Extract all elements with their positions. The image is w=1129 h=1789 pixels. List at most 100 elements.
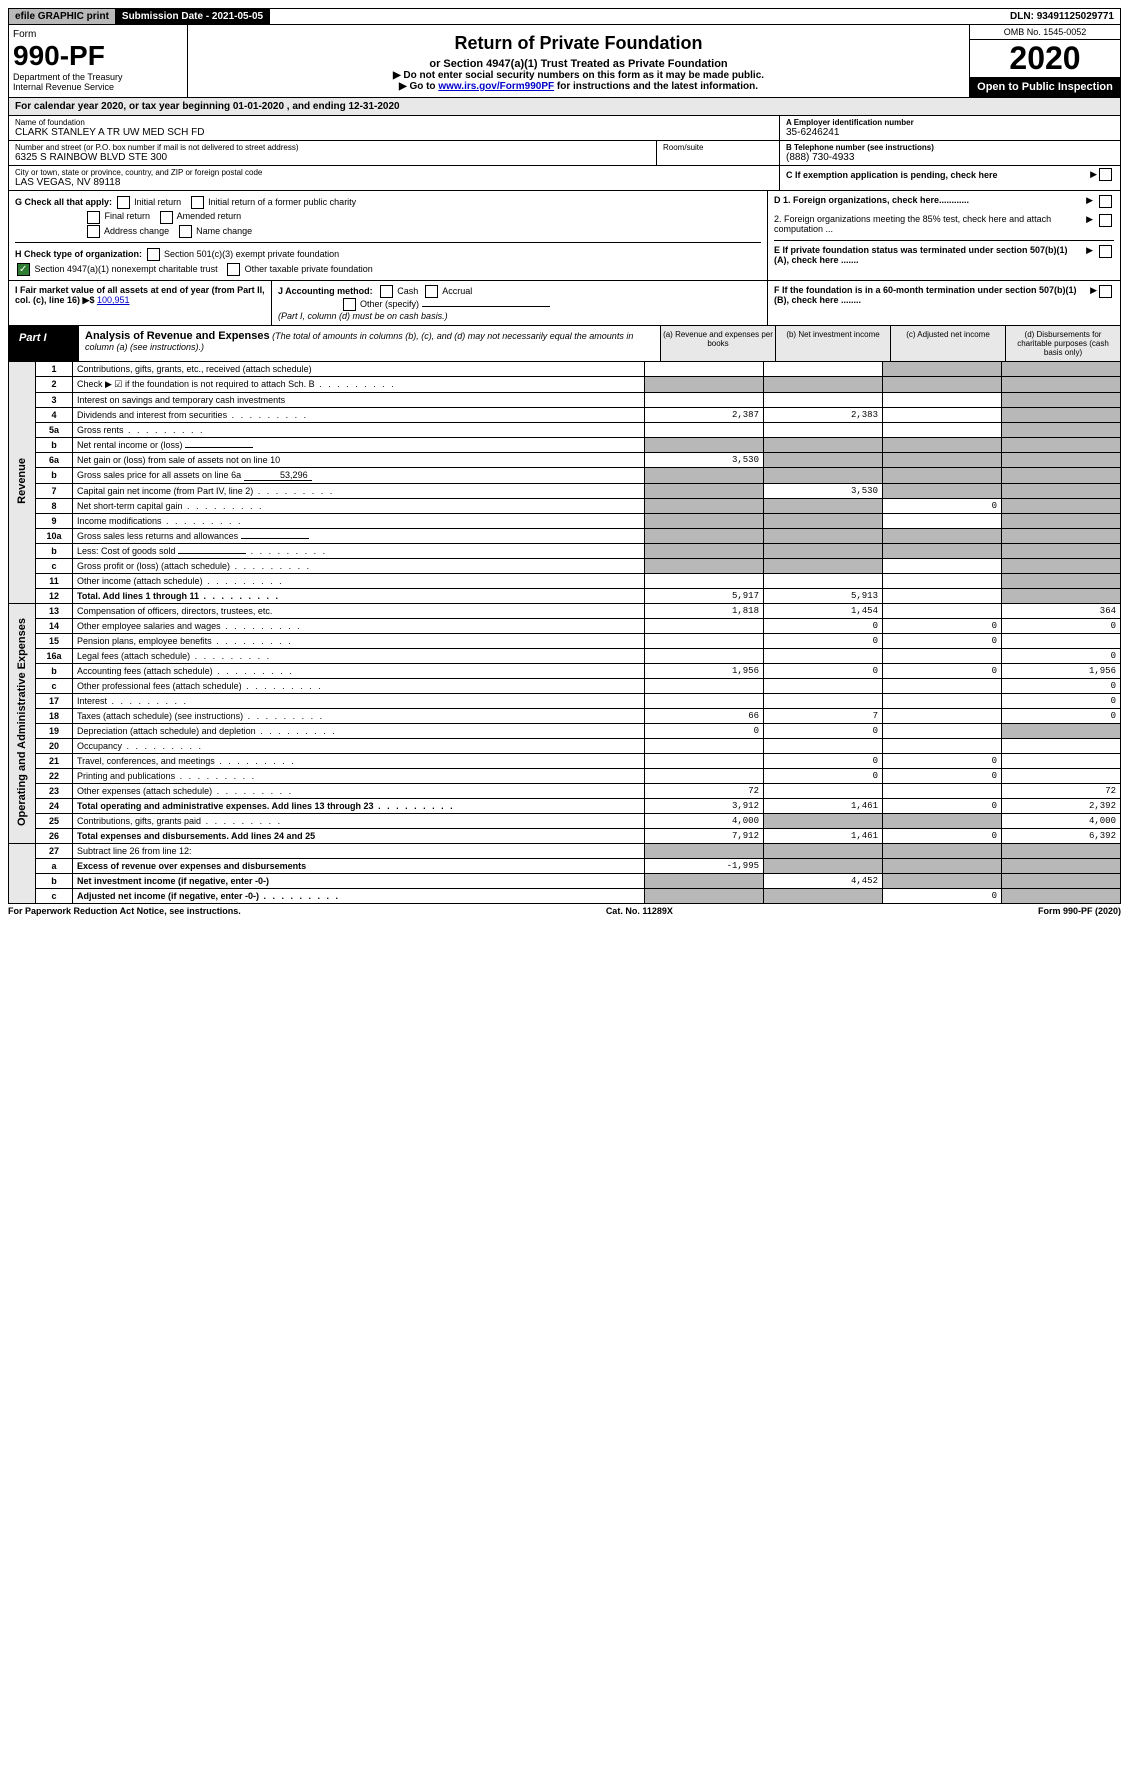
part1-label: Part I — [9, 326, 79, 361]
d1-checkbox[interactable] — [1099, 195, 1112, 208]
cell-value — [883, 422, 1002, 437]
g-name-change[interactable] — [179, 225, 192, 238]
table-row: 2Check ▶ ☑ if the foundation is not requ… — [9, 376, 1121, 392]
f-label: F If the foundation is in a 60-month ter… — [774, 285, 1090, 305]
instr2-pre: ▶ Go to — [399, 81, 438, 92]
arrow-icon: ▶ — [1090, 285, 1097, 305]
d2-checkbox[interactable] — [1099, 214, 1112, 227]
line-no: b — [36, 437, 73, 452]
cell-shaded — [1002, 467, 1121, 483]
line-desc: Travel, conferences, and meetings — [73, 753, 645, 768]
cell-value: 5,917 — [645, 588, 764, 603]
g-initial-former[interactable] — [191, 196, 204, 209]
cell-value: 1,461 — [764, 798, 883, 813]
cell-shaded — [764, 543, 883, 558]
line-no: 3 — [36, 392, 73, 407]
j-label: J Accounting method: — [278, 286, 373, 296]
line-desc: Subtract line 26 from line 12: — [73, 843, 645, 858]
g-address-change[interactable] — [87, 225, 100, 238]
line-desc: Net rental income or (loss) — [73, 437, 645, 452]
g-final-return[interactable] — [87, 211, 100, 224]
cell-shaded — [883, 437, 1002, 452]
cell-value: 4,000 — [1002, 813, 1121, 828]
line-desc: Other employee salaries and wages — [73, 618, 645, 633]
cell-value — [883, 783, 1002, 798]
cell-value: 1,818 — [645, 603, 764, 618]
instr-link[interactable]: www.irs.gov/Form990PF — [438, 81, 554, 92]
table-row: bNet rental income or (loss) — [9, 437, 1121, 452]
line-desc: Taxes (attach schedule) (see instruction… — [73, 708, 645, 723]
ein-value: 35-6246241 — [786, 127, 1114, 138]
j-other-checkbox[interactable] — [343, 298, 356, 311]
cell-shaded — [1002, 573, 1121, 588]
side-label: Revenue — [9, 362, 36, 604]
e-checkbox[interactable] — [1099, 245, 1112, 258]
table-row: 19Depreciation (attach schedule) and dep… — [9, 723, 1121, 738]
cell-value — [764, 573, 883, 588]
line-no: 6a — [36, 452, 73, 467]
tax-year: 2020 — [970, 40, 1120, 77]
j-note: (Part I, column (d) must be on cash basi… — [278, 311, 448, 321]
col-b-header: (b) Net investment income — [775, 326, 890, 361]
h-4947[interactable] — [17, 263, 30, 276]
part1-desc: Analysis of Revenue and Expenses (The to… — [79, 326, 660, 361]
cell-value — [645, 633, 764, 648]
line-desc: Total operating and administrative expen… — [73, 798, 645, 813]
footer-left: For Paperwork Reduction Act Notice, see … — [8, 906, 241, 916]
cell-shaded — [645, 376, 764, 392]
line-no: c — [36, 888, 73, 903]
calendar-year-row: For calendar year 2020, or tax year begi… — [8, 98, 1121, 116]
j-cash-checkbox[interactable] — [380, 285, 393, 298]
line-desc: Dividends and interest from securities — [73, 407, 645, 422]
cell-value: 0 — [883, 768, 1002, 783]
cell-shaded — [1002, 888, 1121, 903]
g-initial-return[interactable] — [117, 196, 130, 209]
line-no: 4 — [36, 407, 73, 422]
j-accrual-checkbox[interactable] — [425, 285, 438, 298]
instr2-post: for instructions and the latest informat… — [554, 81, 758, 92]
address-cell: Number and street (or P.O. box number if… — [9, 141, 779, 166]
cell-value: 3,530 — [764, 483, 883, 498]
inline-value — [178, 553, 246, 554]
cell-value — [645, 693, 764, 708]
inline-value — [185, 447, 253, 448]
dln-value: 93491125029771 — [1037, 11, 1114, 22]
table-row: cGross profit or (loss) (attach schedule… — [9, 558, 1121, 573]
page-footer: For Paperwork Reduction Act Notice, see … — [8, 904, 1121, 916]
cell-shaded — [645, 558, 764, 573]
g-amended-return[interactable] — [160, 211, 173, 224]
room-label: Room/suite — [663, 143, 703, 152]
f-checkbox[interactable] — [1099, 285, 1112, 298]
cell-value — [764, 362, 883, 377]
line-desc: Other professional fees (attach schedule… — [73, 678, 645, 693]
line-desc: Pension plans, employee benefits — [73, 633, 645, 648]
h-501c3[interactable] — [147, 248, 160, 261]
c-checkbox[interactable] — [1099, 168, 1112, 181]
col-a-header: (a) Revenue and expenses per books — [660, 326, 775, 361]
cell-shaded — [1002, 588, 1121, 603]
cell-value — [645, 678, 764, 693]
cell-value: 0 — [764, 768, 883, 783]
line-desc: Gross profit or (loss) (attach schedule) — [73, 558, 645, 573]
cell-shaded — [883, 452, 1002, 467]
cell-value — [883, 648, 1002, 663]
cell-value — [764, 422, 883, 437]
cell-value — [883, 392, 1002, 407]
table-row: 20Occupancy — [9, 738, 1121, 753]
cell-value — [883, 588, 1002, 603]
cell-value — [764, 783, 883, 798]
line-no: 20 — [36, 738, 73, 753]
cell-value: 0 — [1002, 708, 1121, 723]
cell-shaded — [764, 528, 883, 543]
cell-shaded — [1002, 723, 1121, 738]
line-no: 14 — [36, 618, 73, 633]
line-no: 13 — [36, 603, 73, 618]
line-no: 26 — [36, 828, 73, 843]
g-opt-5: Name change — [196, 226, 252, 236]
g-label: G Check all that apply: — [15, 197, 112, 207]
dept-label: Department of the Treasury — [13, 72, 183, 82]
cell-value: 6,392 — [1002, 828, 1121, 843]
h-other-taxable[interactable] — [227, 263, 240, 276]
cell-value — [764, 392, 883, 407]
cell-shaded — [1002, 392, 1121, 407]
